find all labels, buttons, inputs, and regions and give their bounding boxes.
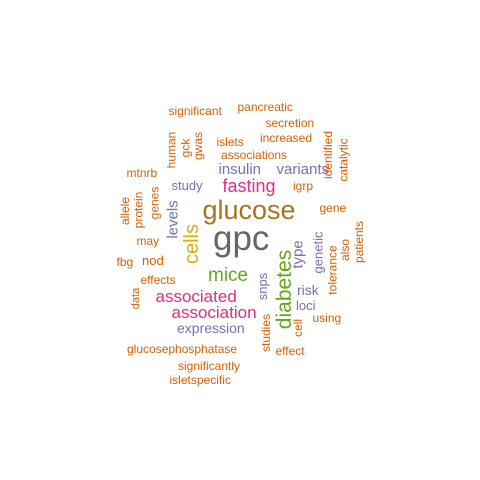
word-gck: gck: [177, 138, 192, 158]
word-mice: mice: [208, 264, 249, 286]
word-fbg: fbg: [116, 255, 134, 269]
word-effect: effect: [275, 344, 305, 358]
word-tolerance: tolerance: [325, 245, 340, 295]
word-associations: associations: [221, 148, 288, 162]
word-gpc: gpc: [213, 218, 270, 258]
word-gene: gene: [319, 201, 347, 215]
word-protein: protein: [130, 191, 145, 229]
word-human: human: [163, 131, 178, 169]
word-pancreatic: pancreatic: [237, 100, 293, 114]
word-loci: loci: [296, 297, 316, 313]
word-fasting: fasting: [222, 176, 276, 196]
word-study: study: [171, 177, 203, 193]
word-variants: variants: [276, 160, 330, 178]
word-studies: studies: [259, 313, 274, 353]
word-catalytic: catalytic: [336, 138, 351, 182]
word-type: type: [289, 239, 307, 269]
word-expression: expression: [177, 320, 245, 336]
word-glucosephosphatase: glucosephosphatase: [127, 342, 238, 356]
word-cells: cells: [181, 223, 204, 265]
word-glucose: glucose: [202, 194, 296, 225]
word-risk: risk: [297, 282, 319, 298]
word-snps: snps: [254, 272, 270, 300]
word-levels: levels: [164, 199, 182, 239]
word-increased: increased: [260, 131, 313, 145]
word-genes: genes: [146, 186, 161, 220]
word-gwas: gwas: [191, 131, 206, 161]
word-patients: patients: [352, 220, 367, 264]
word-significantly: significantly: [178, 359, 241, 373]
word-also: also: [338, 238, 353, 262]
word-nod: nod: [142, 252, 164, 268]
word-cell: cell: [291, 318, 306, 338]
word-genetic: genetic: [310, 231, 326, 273]
word-effects: effects: [140, 273, 176, 287]
word-identified: identified: [321, 130, 336, 180]
word-may: may: [136, 234, 160, 248]
word-data: data: [129, 287, 142, 309]
word-igrp: igrp: [293, 179, 314, 193]
word-allele: allele: [118, 196, 133, 226]
word-using: using: [312, 311, 342, 325]
word-islets: islets: [216, 135, 244, 149]
word-association: association: [171, 302, 257, 322]
word-significant: significant: [168, 104, 222, 118]
word-associated: associated: [155, 286, 237, 306]
word-insulin: insulin: [218, 160, 262, 178]
word-secretion: secretion: [265, 116, 315, 130]
word-mtnrb: mtnrb: [126, 166, 158, 180]
word-isletspecific: isletspecific: [169, 373, 231, 387]
